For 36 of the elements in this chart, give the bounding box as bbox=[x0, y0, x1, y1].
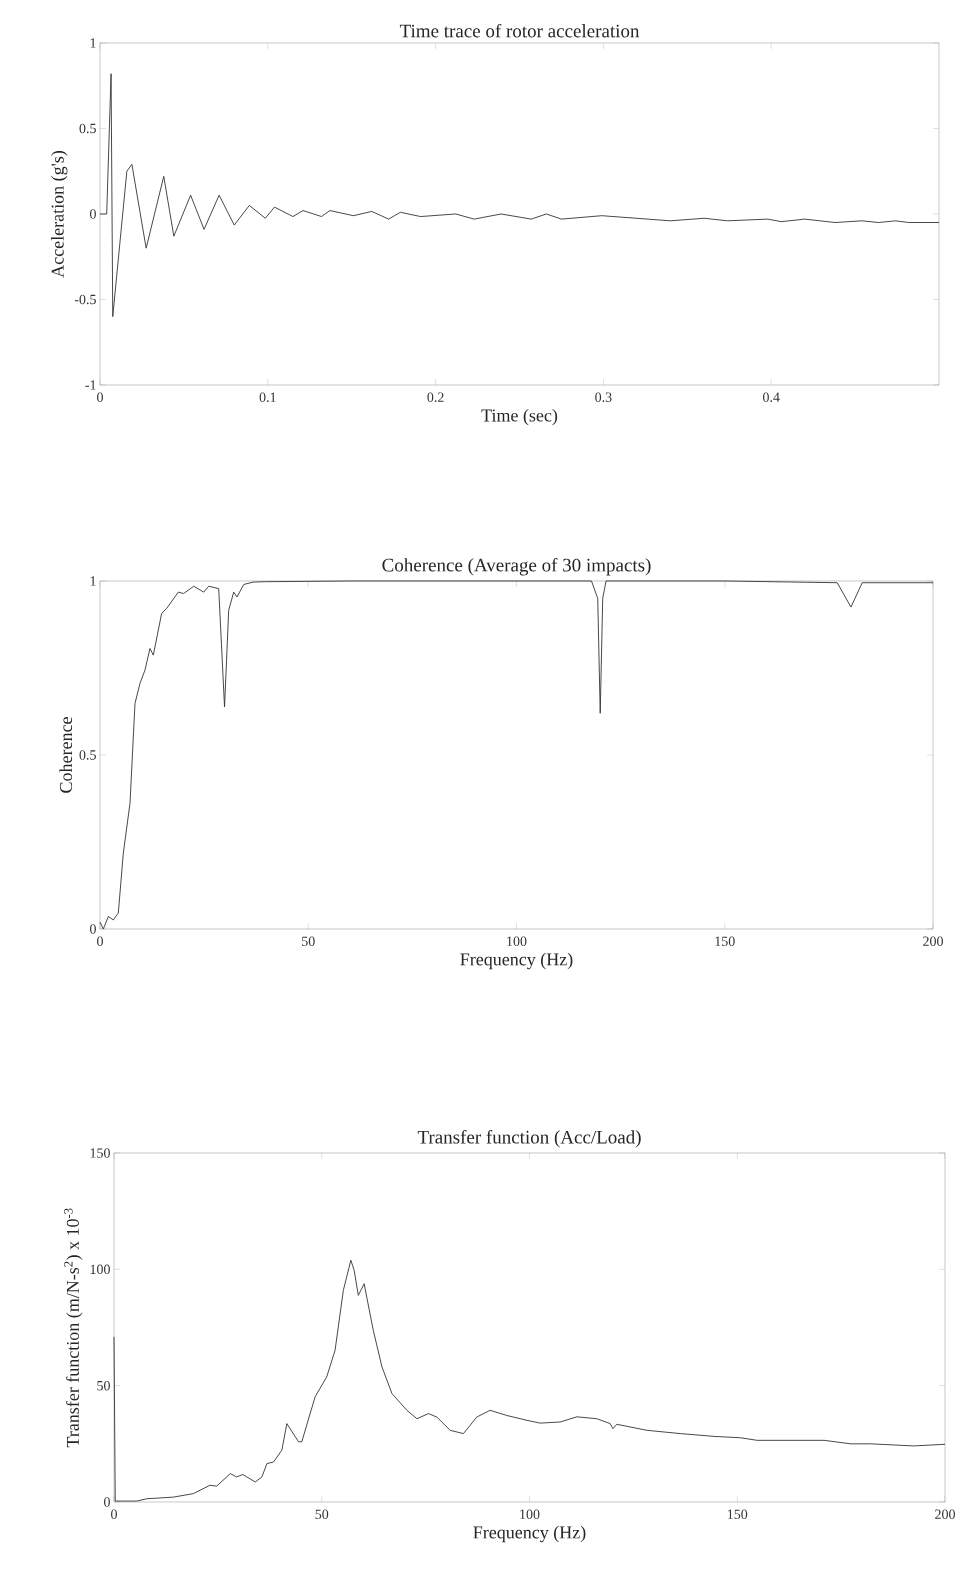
x-axis-title: Time (sec) bbox=[481, 408, 558, 426]
chart-title: Transfer function (Acc/Load) bbox=[417, 1130, 641, 1148]
line-series bbox=[113, 1259, 946, 1502]
x-tick-label: 0 bbox=[111, 1509, 117, 1519]
y-axis-title: Acceleration (g's) bbox=[51, 150, 68, 278]
x-tick-label: 50 bbox=[302, 936, 315, 946]
y-tick-label: 0 bbox=[90, 924, 96, 934]
chart-title: Time trace of rotor acceleration bbox=[399, 23, 640, 38]
chart-title: Coherence (Average of 30 impacts) bbox=[382, 557, 651, 576]
y-tick-label: 0 bbox=[104, 1497, 110, 1507]
y-tick-label: 0 bbox=[90, 209, 96, 219]
y-tick-label: 50 bbox=[97, 1380, 110, 1391]
x-axis-title: Frequency (Hz) bbox=[460, 952, 573, 970]
y-axis-title: Transfer function (m/N-s$^{2}$) x 10$^{-3}$ bbox=[64, 1208, 83, 1448]
y-tick-label: 0.5 bbox=[79, 123, 96, 134]
x-tick-label: 150 bbox=[727, 1509, 748, 1519]
x-tick-label: 100 bbox=[520, 1509, 540, 1519]
x-tick-label: 100 bbox=[507, 936, 527, 946]
y-tick-label: -1 bbox=[85, 380, 96, 390]
x-tick-label: 200 bbox=[935, 1509, 955, 1519]
x-tick-label: 200 bbox=[923, 936, 943, 946]
y-axis-title: Coherence bbox=[59, 717, 73, 793]
y-tick-label: 1 bbox=[90, 576, 96, 586]
x-tick-label: 0.3 bbox=[595, 392, 612, 403]
x-tick-label: 150 bbox=[715, 936, 735, 946]
x-tick-label: 0.1 bbox=[259, 392, 276, 403]
x-tick-label: 50 bbox=[315, 1509, 329, 1519]
x-tick-label: 0.2 bbox=[427, 392, 444, 403]
y-tick-label: 100 bbox=[90, 1264, 110, 1275]
x-tick-label: 0.4 bbox=[762, 392, 780, 403]
y-tick-label: 0.5 bbox=[79, 750, 96, 760]
y-tick-label: -0.5 bbox=[74, 294, 96, 305]
y-tick-label: 1 bbox=[90, 38, 96, 48]
line-series bbox=[99, 73, 940, 318]
x-axis-title: Frequency (Hz) bbox=[473, 1525, 586, 1543]
y-tick-label: 150 bbox=[90, 1148, 110, 1158]
